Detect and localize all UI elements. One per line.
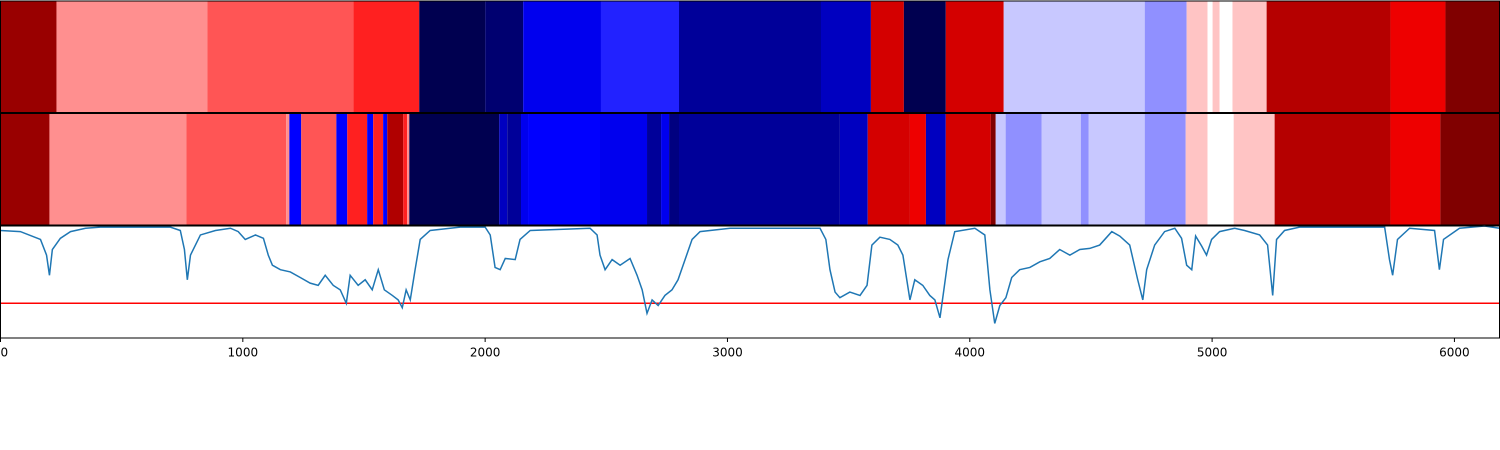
segment [301,113,337,225]
segment [56,1,208,113]
segment [870,1,904,113]
segment [409,113,500,225]
segment [499,113,508,225]
segment [0,113,50,225]
segment [945,113,991,225]
segment [1080,113,1089,225]
segment [289,113,302,225]
segment [367,113,374,225]
line-series [0,225,1500,324]
segment [1005,113,1042,225]
segment [336,113,348,225]
segment [1003,1,1145,113]
segment [1390,113,1441,225]
segment [995,113,1006,225]
segment [521,113,529,225]
segment [678,113,840,225]
segment [286,113,290,225]
segment [1185,113,1208,225]
segment [485,1,524,113]
segment [507,113,522,225]
segment [909,113,926,225]
segment [373,113,384,225]
segment [1041,113,1081,225]
panel-frame [0,225,1500,339]
segment [387,113,404,225]
segment [1274,113,1391,225]
segment [403,113,408,225]
segment [528,113,601,225]
segment [353,1,420,113]
segment [925,113,946,225]
segment [1144,113,1186,225]
segment [600,113,648,225]
segment [1088,113,1145,225]
segment [186,113,287,225]
segment [839,113,868,225]
segment [0,1,57,113]
segment [1445,1,1500,113]
x-tick-label: 3000 [712,346,743,360]
segment [1390,1,1446,113]
segment [419,1,486,113]
segment [1232,1,1267,113]
segment [661,113,670,225]
x-tick-label: 2000 [470,346,501,360]
segment [1207,1,1213,113]
segment [407,113,410,225]
segment [821,1,871,113]
segment [669,113,679,225]
x-tick-label: 6000 [1439,346,1470,360]
segment [647,113,662,225]
segment [945,1,1004,113]
segment [1440,113,1500,225]
segment [1144,1,1187,113]
segment [207,1,354,113]
segment [383,113,388,225]
segment [523,1,601,113]
segment [867,113,910,225]
segment [1212,1,1220,113]
x-tick-label: 4000 [955,346,986,360]
segment [990,113,996,225]
segment [347,113,368,225]
x-tick-label: 5000 [1197,346,1228,360]
segment [678,1,822,113]
segment [1207,113,1234,225]
segment [903,1,946,113]
x-tick-label: 0 [1,346,9,360]
segment [600,1,679,113]
segment [49,113,187,225]
segment [1266,1,1391,113]
segment [1233,113,1275,225]
segment [1219,1,1233,113]
segment [1186,1,1208,113]
x-tick-label: 1000 [228,346,259,360]
